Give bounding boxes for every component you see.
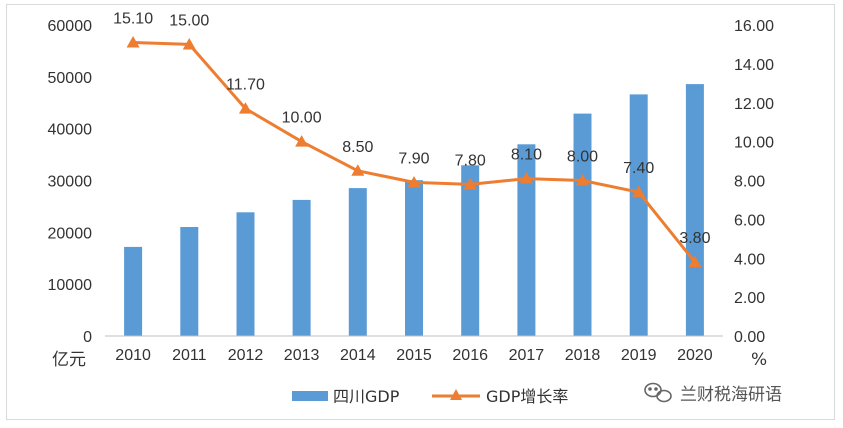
- line-marker-2015: [407, 175, 421, 188]
- legend: 四川GDP GDP增长率: [292, 387, 568, 406]
- watermark-text: 兰财税海研语: [680, 385, 782, 405]
- right-tick-label: 14.00: [734, 57, 774, 74]
- x-tick-label: 2014: [340, 347, 376, 364]
- line-marker-2014: [351, 164, 365, 176]
- data-label: 8.50: [342, 139, 373, 156]
- line-marker-2019: [632, 185, 646, 198]
- x-tick-label: 2013: [284, 347, 320, 364]
- right-tick-label: 2.00: [734, 290, 765, 307]
- line-marker-2012: [238, 102, 252, 114]
- bar-2020: [685, 84, 704, 336]
- legend-marker-triangle: [450, 389, 462, 400]
- x-tick-label: 2015: [396, 347, 432, 364]
- line-marker-2011: [182, 37, 196, 50]
- bar-2019: [629, 94, 648, 337]
- left-tick-label: 50000: [48, 70, 93, 87]
- left-axis-unit: 亿元: [52, 350, 86, 370]
- legend-swatch-bar: [292, 391, 328, 401]
- data-label: 7.40: [623, 160, 654, 177]
- x-tick-label: 2012: [228, 347, 264, 364]
- line-marker-2020: [688, 255, 702, 268]
- data-label: 3.80: [679, 230, 710, 247]
- left-tick-label: 0: [83, 329, 92, 346]
- right-tick-label: 6.00: [734, 212, 765, 229]
- data-label: 15.10: [113, 11, 153, 28]
- right-axis-unit: %: [751, 350, 767, 370]
- bar-2014: [348, 188, 367, 336]
- legend-label-line: GDP增长率: [486, 387, 568, 406]
- right-tick-label: 10.00: [734, 135, 774, 152]
- data-label: 8.00: [567, 149, 598, 166]
- left-tick-label: 30000: [48, 174, 93, 191]
- x-tick-label: 2017: [509, 347, 545, 364]
- left-tick-label: 20000: [48, 225, 93, 242]
- right-tick-label: 4.00: [734, 251, 765, 268]
- x-tick-label: 2016: [452, 347, 488, 364]
- data-label: 11.70: [226, 77, 265, 94]
- data-label: 8.10: [511, 147, 542, 164]
- bar-2017: [517, 144, 536, 336]
- x-tick-label: 2019: [621, 347, 657, 364]
- data-label: 10.00: [282, 110, 322, 127]
- line-marker-2017: [519, 172, 533, 184]
- right-tick-label: 16.00: [734, 18, 774, 35]
- data-label: 15.00: [169, 12, 209, 29]
- left-tick-label: 60000: [48, 18, 93, 35]
- bar-2016: [461, 165, 480, 336]
- watermark: 兰财税海研语: [644, 382, 782, 405]
- left-tick-label: 10000: [48, 277, 93, 294]
- line-marker-2016: [463, 177, 477, 190]
- line-marker-2018: [576, 174, 590, 186]
- bar-2015: [405, 180, 423, 336]
- x-tick-label: 2020: [677, 347, 713, 364]
- bar-2012: [236, 212, 255, 336]
- left-tick-label: 40000: [48, 122, 93, 139]
- x-tick-label: 2010: [115, 347, 151, 364]
- x-tick-label: 2011: [172, 347, 207, 364]
- legend-label-bar: 四川GDP: [333, 387, 400, 406]
- data-label: 7.90: [398, 150, 429, 167]
- right-tick-label: 12.00: [734, 96, 774, 113]
- x-tick-label: 2018: [565, 347, 601, 364]
- wechat-icon: [644, 382, 672, 403]
- bar-2010: [124, 246, 143, 336]
- line-marker-2010: [126, 35, 140, 48]
- bar-2013: [292, 199, 311, 336]
- right-tick-label: 0.00: [734, 329, 765, 346]
- right-tick-label: 8.00: [734, 174, 765, 191]
- data-label: 7.80: [455, 152, 486, 169]
- bar-2011: [180, 227, 199, 336]
- bar-2018: [573, 113, 592, 336]
- line-marker-2013: [295, 135, 309, 147]
